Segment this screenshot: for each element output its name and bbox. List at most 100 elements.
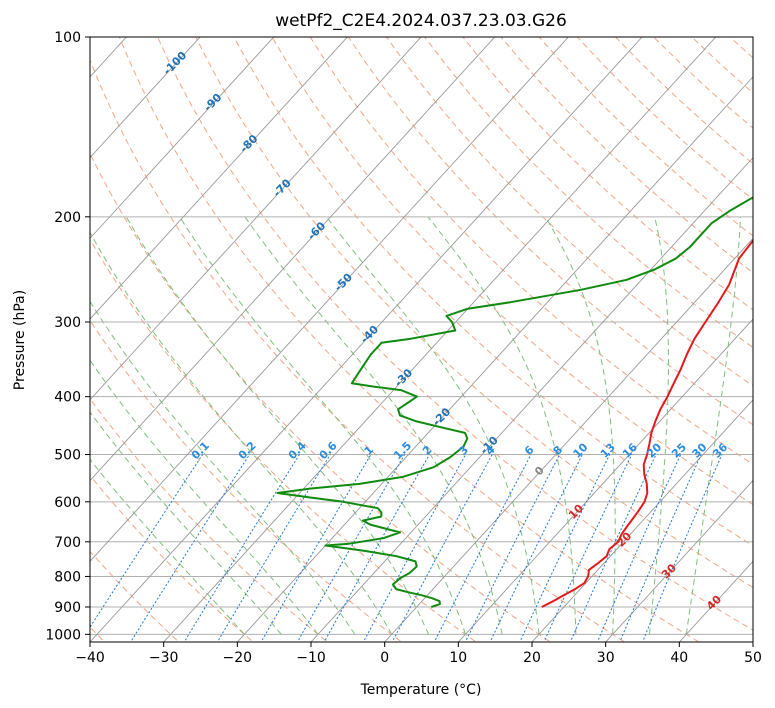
y-tick-label: 800: [54, 569, 81, 585]
mixing-ratio-line: [489, 454, 583, 642]
mixing-ratio-label: 1: [362, 443, 377, 458]
y-tick-label: 600: [54, 495, 81, 511]
isotherm-line: [90, 37, 569, 562]
isotherm-line: [90, 37, 275, 240]
isotherm-line: [605, 479, 753, 642]
isotherm-line: [163, 37, 717, 642]
dry-adiabat-line: [691, 37, 753, 94]
x-tick-label: −20: [223, 650, 253, 666]
y-tick-label: 1000: [45, 627, 81, 643]
moist-adiabat-line: [125, 216, 429, 635]
dry-adiabat-line: [462, 37, 753, 311]
mixing-ratio-line: [296, 454, 406, 642]
plot-frame: [89, 36, 754, 643]
mixing-ratio-line: [543, 454, 633, 642]
chart-title: wetPf2_C2E4.2024.037.23.03.G26: [275, 11, 567, 31]
dry-adiabat-line: [653, 37, 753, 129]
mixing-ratio-label: 0.6: [317, 439, 340, 462]
mixing-ratio-line: [596, 454, 682, 642]
mixing-ratio-line: [433, 454, 532, 642]
isotherm-line: [90, 37, 201, 159]
mixing-ratio-label: 30: [690, 440, 710, 460]
y-tick-label: 900: [54, 600, 81, 616]
mixing-ratio-label: 8: [551, 443, 566, 458]
isotherm-label: 0: [532, 464, 547, 479]
dry-adiabat-line: [271, 37, 753, 506]
mixing-ratio-line: [216, 454, 331, 642]
dry-adiabat-line: [309, 37, 753, 465]
moist-adiabat-line: [244, 216, 503, 635]
axes: −40 −30 −20 −10 0 10 20 30 40 5010020030040050060…: [45, 30, 762, 666]
dry-adiabat-line: [538, 37, 753, 237]
mixing-ratio-line: [569, 454, 657, 642]
x-tick-label: 10: [449, 650, 467, 666]
line-labels: -100-90-80-70-60-50-40-30-20-10010203040…: [161, 49, 731, 613]
dry-adiabat-line: [615, 37, 753, 165]
mixing-ratio-line: [464, 454, 561, 642]
mixing-ratio-label: 13: [598, 441, 618, 461]
y-tick-label: 300: [54, 315, 81, 331]
dry-adiabat-line: [729, 37, 753, 59]
isotherm-line: [90, 37, 348, 320]
dry-adiabat-line: [90, 550, 180, 642]
dry-adiabat-line: [118, 37, 700, 642]
y-tick-label: 700: [54, 535, 81, 551]
profile-lines: [276, 196, 753, 608]
dry-adiabat-line: [386, 37, 753, 387]
temperature-profile-line: [541, 238, 753, 608]
isotherm-line: [531, 399, 753, 642]
x-tick-label: 30: [597, 650, 615, 666]
y-tick-label: 200: [54, 210, 81, 226]
mixing-ratio-line: [260, 454, 372, 642]
isotherm-line: [310, 156, 753, 642]
mixing-ratio-line: [183, 454, 300, 642]
moist-adiabat-line: [179, 216, 466, 635]
isotherm-line: [90, 37, 496, 482]
mixing-ratio-label: 0.4: [286, 439, 309, 462]
mixing-ratio-label: 3: [456, 443, 471, 458]
mixing-ratio-label: 6: [522, 443, 537, 458]
x-tick-label: 40: [670, 650, 688, 666]
mixing-ratio-line: [323, 454, 430, 642]
mixing-ratio-line: [619, 454, 702, 642]
mixing-ratio-label: 0.1: [189, 439, 212, 462]
dry-adiabat-line: [157, 37, 753, 631]
mixing-ratio-line: [362, 454, 467, 642]
dry-adiabat-line: [90, 152, 552, 642]
y-tick-label: 500: [54, 448, 81, 464]
isotherm-line: [457, 318, 753, 642]
dry-adiabat-line: [347, 37, 753, 426]
mixing-ratio-line: [642, 454, 723, 642]
y-tick-label: 100: [54, 30, 81, 46]
x-tick-label: 20: [523, 650, 541, 666]
moist-adiabat-line: [544, 216, 616, 635]
isotherm-line: [90, 37, 643, 642]
isotherm-line: [752, 641, 753, 642]
mixing-ratio-line: [130, 454, 250, 642]
mixing-ratio-label: 2: [420, 443, 435, 458]
y-axis-label: Pressure (hPa): [12, 290, 28, 390]
y-tick-label: 400: [54, 390, 81, 406]
moist-adiabat-line: [685, 216, 742, 635]
isotherm-line: [236, 76, 753, 642]
dry-adiabat-line: [195, 37, 753, 589]
isotherm-line: [90, 37, 422, 401]
mixing-ratio-label: 10: [571, 440, 591, 460]
mixing-ratio-label: 0.2: [236, 439, 259, 462]
dry-adiabat-line: [90, 474, 254, 642]
dry-adiabat-line: [90, 397, 329, 642]
mixing-ratio-label: 1.5: [391, 439, 414, 462]
dry-adiabat-line: [768, 37, 775, 647]
isotherm-line: [384, 237, 753, 642]
x-tick-label: 0: [380, 650, 389, 666]
x-tick-label: −30: [149, 650, 179, 666]
dewpoint-profile-line: [276, 196, 753, 608]
mixing-ratio-label: 25: [669, 441, 689, 461]
dry-adiabat-line: [90, 238, 477, 642]
moist-adiabat-line: [90, 458, 245, 635]
dry-adiabat-line: [90, 58, 626, 642]
dry-adiabat-line: [90, 319, 403, 642]
x-tick-label: −10: [296, 650, 326, 666]
dry-adiabat-line: [424, 37, 753, 349]
